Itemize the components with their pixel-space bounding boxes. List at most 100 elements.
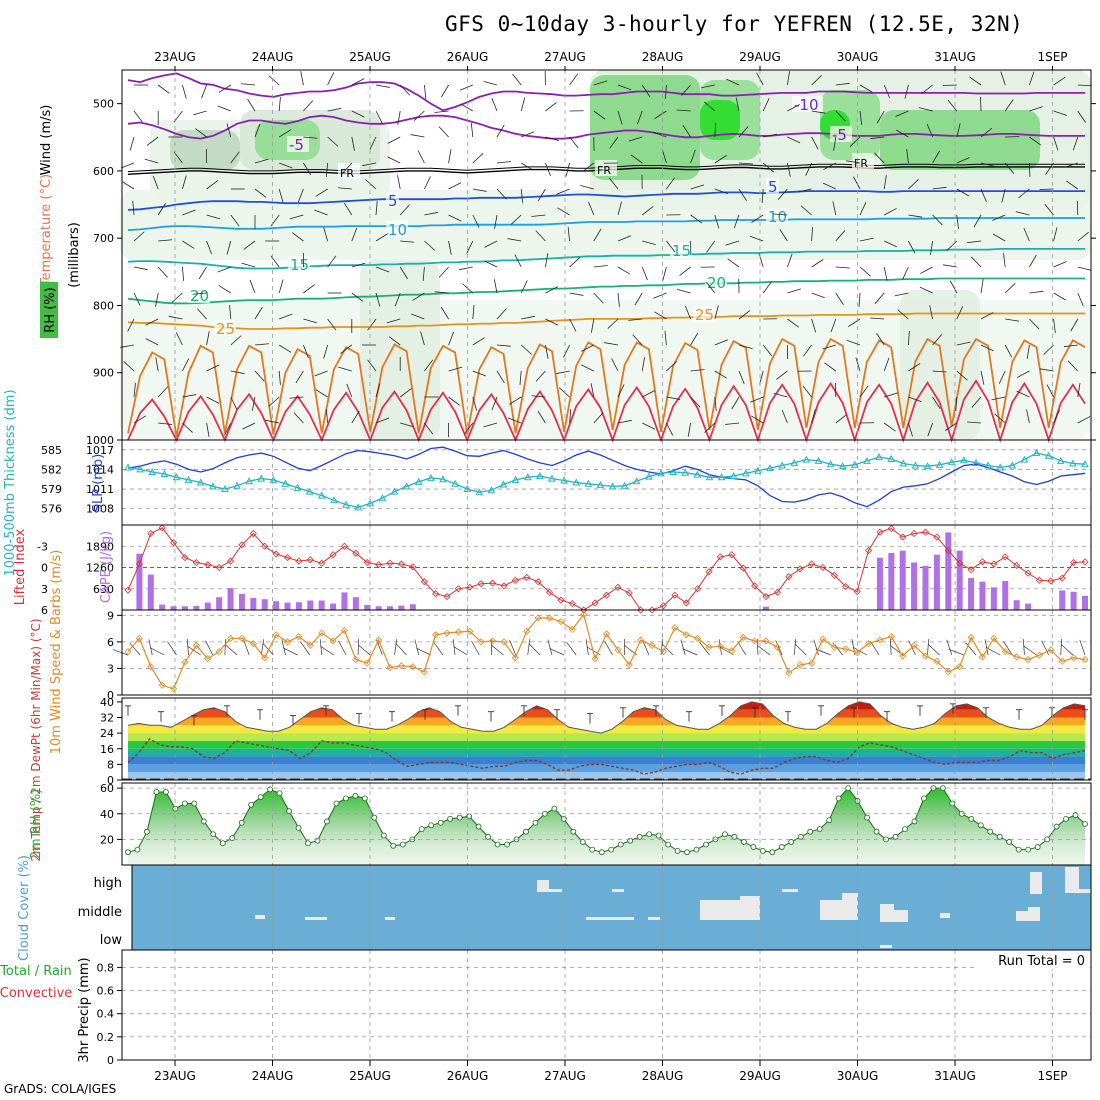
cape-bar-73 [956, 550, 963, 610]
li-point-34 [511, 576, 519, 584]
thickness-point-67 [935, 460, 944, 468]
upper-wind-barb-374 [762, 344, 773, 357]
thickness-point-42 [632, 477, 641, 485]
upper-wind-barb-365 [762, 98, 770, 112]
upper-wind-barb-155 [397, 110, 401, 125]
upper-wind-barb-179 [424, 359, 434, 372]
wind10-point-59 [796, 661, 804, 669]
upper-ytick-4-label: 900 [93, 367, 114, 380]
rh-ytick-1-label: 40 [100, 808, 114, 821]
upper-wind-barb-170 [410, 134, 425, 138]
rh-ytick-2-label: 60 [100, 782, 114, 795]
upper-wind-barb-110 [289, 396, 304, 399]
upper-wind-barb-341 [714, 214, 720, 229]
wind10-point-72 [944, 668, 952, 676]
li-point-57 [773, 588, 781, 596]
upper-wind-barb-242 [537, 188, 546, 202]
thickness-point-29 [475, 488, 484, 496]
li-point-40 [580, 606, 588, 614]
upper-wind-barb-188 [448, 240, 452, 255]
wind10-point-54 [739, 633, 747, 642]
upper-wind-barb-490 [969, 76, 982, 86]
upper-wind-barb-264 [558, 387, 570, 398]
upper-wind-barb-207 [472, 370, 487, 377]
upper-wind-barb-156 [387, 136, 401, 144]
cloud-bg [132, 865, 1091, 950]
wind10-barb-25 [416, 647, 431, 656]
thickness-point-12 [269, 475, 278, 483]
upper-wind-barb-49 [198, 266, 207, 280]
wind10-point-10 [238, 634, 246, 642]
upper-wind-barb-484 [949, 280, 958, 294]
upper-wind-barb-528 [1026, 344, 1030, 359]
precip-ytick-0-label: 0 [107, 1054, 114, 1067]
upper-wind-barb-402 [803, 344, 812, 357]
upper-wind-barb-407 [835, 110, 846, 122]
upper-wind-barb-523 [1015, 211, 1030, 216]
upper-wind-barb-396 [797, 188, 812, 193]
wind10-point-42 [602, 630, 611, 638]
upper-wind-barb-132 [351, 227, 358, 242]
upper-wind-barb-65 [229, 305, 232, 320]
li-point-14 [283, 554, 292, 562]
li-point-19 [340, 542, 349, 550]
upper-wind-barb-494 [980, 188, 987, 203]
wind10-barb-71 [984, 639, 989, 656]
cloud-clear-patch-18 [586, 917, 634, 920]
thickness-point-38 [584, 479, 593, 487]
temp-ytick-0-label: 0 [107, 774, 114, 787]
cape-bar-15 [295, 602, 302, 610]
rh-point-96 [1034, 844, 1041, 850]
upper-wind-barb-352 [738, 126, 749, 138]
upper-wind-barb-213 [496, 161, 511, 164]
upper-wind-barb-377 [750, 415, 764, 424]
li-point-66 [876, 528, 884, 536]
upper-wind-barb-139 [351, 410, 360, 424]
li-point-70 [921, 528, 930, 536]
upper-wind-barb-487 [956, 370, 968, 381]
wind10-barb-75 [1023, 645, 1037, 656]
upper-wind-barb-461 [908, 422, 913, 437]
thick-ytick-0: 576 [41, 503, 62, 516]
thickness-point-31 [499, 480, 508, 488]
li-point-32 [489, 579, 497, 587]
upper-wind-barb-273 [593, 265, 608, 268]
wind10-barb-11 [260, 639, 265, 656]
rh-point-81 [892, 833, 899, 840]
upper-isotherm-label-4: FR [597, 164, 611, 177]
temp-band-1 [128, 764, 1085, 773]
upper-wind-barb-383 [773, 213, 788, 216]
upper-wind-barb-333 [690, 369, 705, 372]
upper-wind-barb-72 [254, 123, 261, 138]
upper-wind-barb-422 [849, 136, 861, 148]
upper-wind-barb-127 [351, 110, 365, 118]
slp-series-line-0 [127, 446, 1086, 508]
thickness-point-51 [741, 469, 750, 477]
upper-wind-barb-221 [496, 370, 505, 384]
rh-point-98 [1053, 823, 1060, 830]
upper-wind-barb-384 [779, 229, 788, 242]
upper-wind-barb-435 [876, 110, 885, 124]
upper-wind-barb-473 [932, 370, 947, 373]
cloud-ylabel: Cloud Cover (%) [17, 855, 32, 961]
upper-wind-barb-297 [630, 154, 643, 164]
rh-point-91 [987, 828, 994, 835]
temp-band-6 [128, 725, 1085, 734]
rh-point-22 [333, 800, 340, 807]
upper-wind-barb-493 [980, 162, 995, 167]
top-date-2: 25AUG [349, 50, 391, 64]
thickness-point-73 [1008, 461, 1017, 469]
rh-point-27 [380, 832, 387, 839]
rh-point-73 [816, 826, 823, 833]
rh-point-68 [769, 849, 776, 856]
wind10-point-18 [329, 637, 337, 645]
wind10-point-67 [887, 632, 895, 641]
temp-ytick-2-label: 16 [100, 743, 114, 756]
rh-point-49 [589, 846, 596, 853]
li-point-73 [956, 559, 964, 567]
cape-bar-78 [1013, 600, 1020, 610]
upper-wind-barb-495 [973, 214, 982, 228]
upper-wind-barb-130 [337, 187, 352, 190]
upper-wind-barb-467 [932, 214, 943, 226]
wind10-point-1 [135, 634, 143, 642]
